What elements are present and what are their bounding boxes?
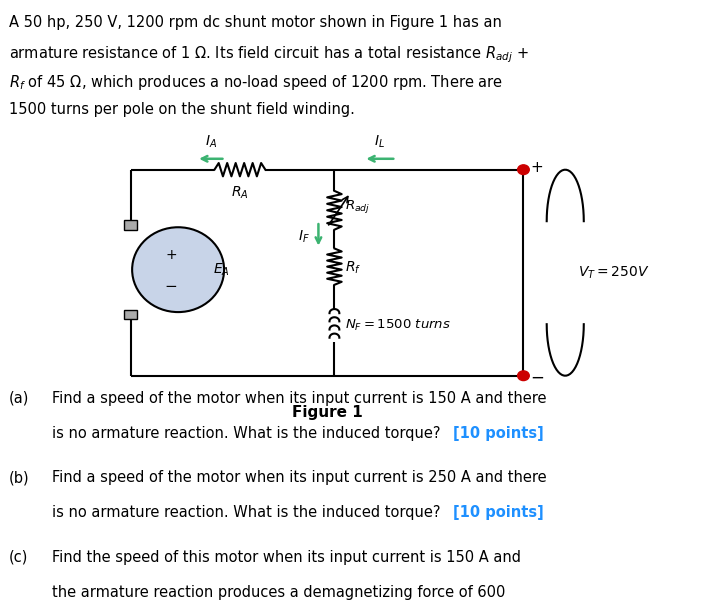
Ellipse shape [132, 227, 224, 312]
Text: $R_A$: $R_A$ [231, 185, 249, 201]
FancyBboxPatch shape [124, 310, 137, 319]
Text: 1500 turns per pole on the shunt field winding.: 1500 turns per pole on the shunt field w… [9, 102, 355, 118]
Circle shape [518, 165, 529, 175]
Text: (c): (c) [9, 550, 28, 565]
Text: +: + [531, 161, 544, 175]
Text: $R_f$ of 45 $\Omega$, which produces a no-load speed of 1200 rpm. There are: $R_f$ of 45 $\Omega$, which produces a n… [9, 73, 503, 92]
Text: −: − [531, 368, 545, 387]
Text: Figure 1: Figure 1 [292, 405, 363, 420]
Text: is no armature reaction. What is the induced torque?: is no armature reaction. What is the ind… [52, 426, 446, 441]
Circle shape [518, 371, 529, 381]
Text: $R_f$: $R_f$ [345, 259, 361, 276]
Text: is no armature reaction. What is the induced torque?: is no armature reaction. What is the ind… [52, 505, 446, 521]
Text: $E_A$: $E_A$ [213, 261, 230, 278]
Text: $N_F = 1500\ turns$: $N_F = 1500\ turns$ [345, 318, 451, 333]
Text: Find the speed of this motor when its input current is 150 A and: Find the speed of this motor when its in… [52, 550, 521, 565]
Text: $I_L$: $I_L$ [374, 134, 385, 150]
Text: Find a speed of the motor when its input current is 250 A and there: Find a speed of the motor when its input… [52, 470, 547, 485]
Text: $R_{adj}$: $R_{adj}$ [345, 198, 371, 215]
Text: [10 points]: [10 points] [453, 505, 544, 521]
Text: $I_A$: $I_A$ [205, 134, 217, 150]
Text: (b): (b) [9, 470, 29, 485]
Text: A 50 hp, 250 V, 1200 rpm dc shunt motor shown in Figure 1 has an: A 50 hp, 250 V, 1200 rpm dc shunt motor … [9, 15, 502, 30]
Text: [10 points]: [10 points] [453, 426, 544, 441]
Text: the armature reaction produces a demagnetizing force of 600: the armature reaction produces a demagne… [52, 585, 506, 600]
Text: −: − [164, 279, 177, 294]
Text: +: + [165, 247, 177, 262]
Text: (a): (a) [9, 391, 29, 406]
Text: armature resistance of 1 $\Omega$. Its field circuit has a total resistance $R_{: armature resistance of 1 $\Omega$. Its f… [9, 44, 529, 65]
Text: Find a speed of the motor when its input current is 150 A and there: Find a speed of the motor when its input… [52, 391, 547, 406]
Text: $I_F$: $I_F$ [298, 228, 310, 245]
FancyBboxPatch shape [124, 220, 137, 230]
Text: $V_T = 250V$: $V_T = 250V$ [578, 264, 650, 281]
